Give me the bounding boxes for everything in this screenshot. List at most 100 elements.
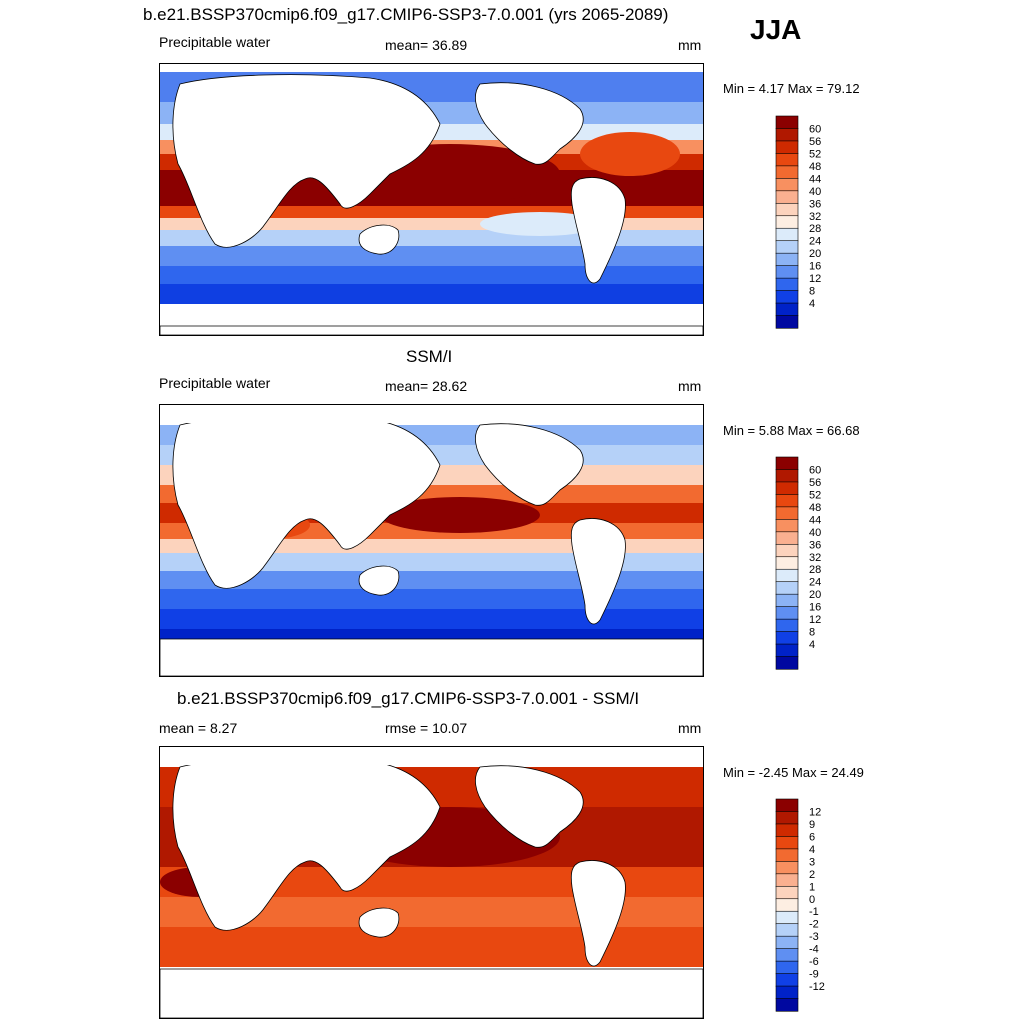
colorbar-box [775, 153, 799, 167]
colorbar-box [775, 481, 799, 496]
colorbar-box [775, 456, 799, 471]
colorbar-box [775, 302, 799, 317]
colorbar-tick-label: 44 [809, 173, 821, 185]
colorbar-box [775, 811, 799, 825]
colorbar-tick-label: 24 [809, 236, 821, 248]
colorbar-box [775, 215, 799, 229]
colorbar-box [775, 581, 799, 595]
panel-3-colorbar: 12 9 6 4 3 2 1 0 -1 -2 -3 -4 -6 -9 -12 [775, 798, 825, 1016]
colorbar-box [775, 593, 799, 608]
colorbar-box [775, 798, 799, 813]
colorbar-box [775, 985, 799, 1000]
colorbar-tick-label: 28 [809, 223, 821, 235]
panel-1-minmax: Min = 4.17 Max = 79.12 [723, 81, 860, 96]
colorbar-box [775, 277, 799, 292]
panel-3-title: b.e21.BSSP370cmip6.f09_g17.CMIP6-SSP3-7.… [177, 689, 640, 708]
colorbar-box [775, 935, 799, 950]
colorbar-box [775, 240, 799, 254]
panel-1-title: b.e21.BSSP370cmip6.f09_g17.CMIP6-SSP3-7.… [143, 5, 669, 24]
colorbar-box [775, 568, 799, 583]
colorbar-box [775, 469, 799, 483]
colorbar-tick-label: 44 [809, 514, 821, 526]
colorbar-box [775, 836, 799, 850]
colorbar-tick-label: 4 [809, 639, 815, 651]
panel-1-variable-label: Precipitable water [159, 34, 271, 50]
colorbar-box [775, 948, 799, 962]
colorbar-box [775, 606, 799, 620]
colorbar-tick-label: 40 [809, 527, 821, 539]
panel-1-map [159, 63, 704, 336]
colorbar-tick-label: -4 [809, 944, 819, 956]
colorbar-tick-label: -12 [809, 981, 825, 993]
colorbar-tick-label: 0 [809, 894, 815, 906]
colorbar-tick-label: 40 [809, 186, 821, 198]
colorbar-box [775, 848, 799, 862]
colorbar-tick-label: 48 [809, 161, 821, 173]
colorbar-box [775, 656, 799, 670]
colorbar-box [775, 910, 799, 925]
colorbar-box [775, 861, 799, 875]
colorbar-tick-label: 48 [809, 502, 821, 514]
colorbar-tick-label: 16 [809, 261, 821, 273]
colorbar-box [775, 128, 799, 142]
colorbar-box [775, 519, 799, 533]
colorbar-tick-label: 12 [809, 806, 821, 818]
colorbar-tick-label: 12 [809, 614, 821, 626]
colorbar-box [775, 873, 799, 887]
colorbar-box [775, 290, 799, 304]
colorbar-box [775, 178, 799, 192]
colorbar-tick-label: -2 [809, 919, 819, 931]
colorbar-box [775, 265, 799, 279]
season-label: JJA [750, 14, 802, 45]
colorbar-tick-label: 52 [809, 489, 821, 501]
panel-1-units-label: mm [678, 37, 702, 53]
panel-2-title: SSM/I [406, 347, 453, 366]
colorbar-tick-label: 36 [809, 539, 821, 551]
colorbar-box [775, 923, 799, 937]
colorbar-tick-label: 3 [809, 856, 815, 868]
colorbar-tick-label: 2 [809, 869, 815, 881]
colorbar-box [775, 556, 799, 570]
colorbar-box [775, 165, 799, 179]
colorbar-tick-label: 32 [809, 211, 821, 223]
colorbar-box [775, 115, 799, 130]
colorbar-tick-label: 8 [809, 286, 815, 298]
panel-1-map-svg [160, 64, 703, 335]
colorbar-tick-label: 12 [809, 273, 821, 285]
colorbar-box [775, 643, 799, 658]
colorbar-box [775, 227, 799, 242]
panel-2-colorbar: 60 56 52 48 44 40 36 32 28 24 20 16 12 8 4 [775, 456, 821, 674]
colorbar-box [775, 531, 799, 545]
colorbar-tick-label: 16 [809, 602, 821, 614]
colorbar-tick-label: 4 [809, 298, 815, 310]
panel-3-minmax: Min = -2.45 Max = 24.49 [723, 765, 864, 780]
colorbar-box [775, 618, 799, 633]
colorbar-tick-label: 56 [809, 136, 821, 148]
colorbar-box [775, 823, 799, 838]
colorbar-tick-label: 60 [809, 123, 821, 135]
colorbar-tick-label: 6 [809, 831, 815, 843]
panel-2-mean-label: mean= 28.62 [385, 378, 468, 394]
colorbar-tick-label: 36 [809, 198, 821, 210]
colorbar-box [775, 543, 799, 558]
panel-3-rmse-label: rmse = 10.07 [385, 720, 468, 736]
colorbar-tick-label: 60 [809, 464, 821, 476]
colorbar-tick-label: 24 [809, 577, 821, 589]
panel-2-map [159, 404, 704, 677]
colorbar-tick-label: -1 [809, 906, 819, 918]
colorbar-box [775, 252, 799, 267]
panel-1-mean-label: mean= 36.89 [385, 37, 468, 53]
colorbar-tick-label: 52 [809, 148, 821, 160]
colorbar-tick-label: 8 [809, 627, 815, 639]
colorbar-tick-label: 1 [809, 881, 815, 893]
colorbar-tick-label: 56 [809, 477, 821, 489]
panel-2-units-label: mm [678, 378, 702, 394]
colorbar-tick-label: -6 [809, 956, 819, 968]
panel-3-map-svg [160, 747, 703, 1018]
colorbar-box [775, 494, 799, 508]
colorbar-box [775, 885, 799, 900]
colorbar-tick-label: -3 [809, 931, 819, 943]
